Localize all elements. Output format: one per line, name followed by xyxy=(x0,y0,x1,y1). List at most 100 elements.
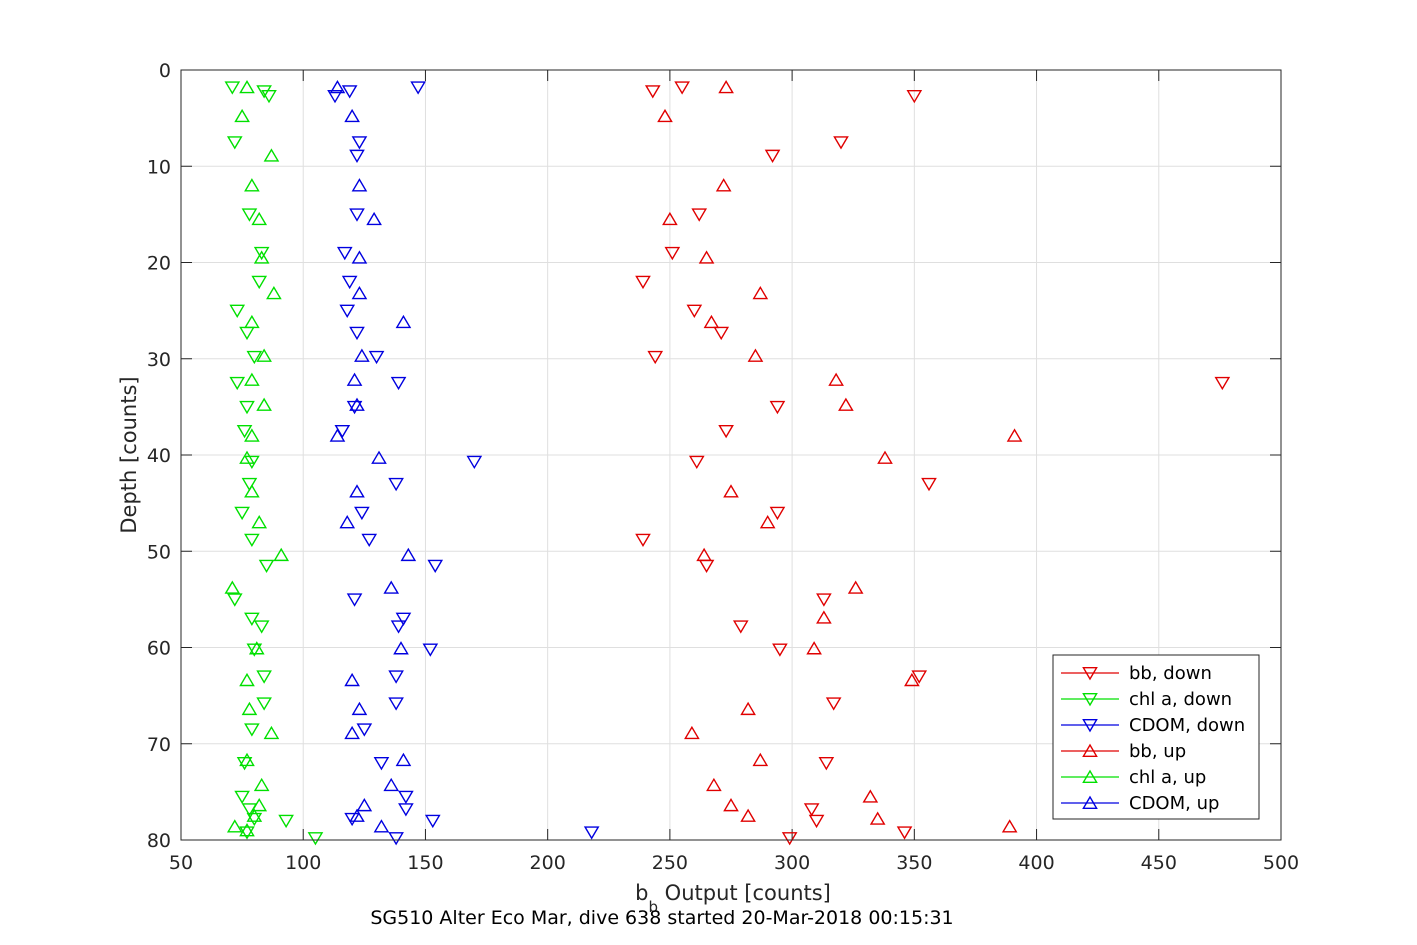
data-point-chl-a-up xyxy=(251,515,268,529)
data-point-chl-a-down xyxy=(246,812,263,827)
data-point-cdom-down xyxy=(398,790,414,805)
data-point-chl-a-down xyxy=(278,814,294,829)
data-point-chl-a-down xyxy=(234,790,250,805)
y-tick-label: 80 xyxy=(147,830,171,852)
data-point-chl-a-down xyxy=(226,593,243,607)
x-tick-labels: 50 100 150 200 250 300 350 400 450 500 xyxy=(169,852,1299,874)
legend-entry: CDOM, up xyxy=(1061,793,1219,814)
x-axis-label-main: b xyxy=(635,881,648,905)
data-point-cdom-up xyxy=(395,752,412,767)
data-point-cdom-down xyxy=(354,506,370,521)
data-point-bb-up xyxy=(869,811,886,825)
data-point-cdom-down xyxy=(349,149,365,163)
data-point-cdom-up xyxy=(400,547,417,562)
data-point-cdom-down xyxy=(346,400,363,415)
data-point-bb-up xyxy=(698,250,715,264)
data-point-cdom-down xyxy=(388,697,404,711)
legend-entry: chl a, up xyxy=(1061,767,1206,788)
data-point-chl-a-down xyxy=(244,723,260,737)
data-point-chl-a-up xyxy=(246,808,263,822)
data-point-chl-a-up xyxy=(263,725,280,740)
data-point-cdom-down xyxy=(422,643,439,657)
data-point-bb-down xyxy=(816,593,832,607)
legend-label: bb, down xyxy=(1129,663,1212,684)
x-tick-label: 200 xyxy=(530,852,566,874)
data-point-bb-up xyxy=(703,314,720,329)
y-tick-labels: 0 10 20 30 40 50 60 70 80 xyxy=(147,60,171,852)
data-point-bb-up xyxy=(752,752,769,767)
data-point-cdom-up xyxy=(349,484,365,498)
data-point-bb-down xyxy=(921,477,937,492)
data-point-chl-a-down xyxy=(256,697,272,711)
data-point-cdom-down xyxy=(427,559,444,574)
data-point-cdom-up xyxy=(349,808,365,822)
data-point-chl-a-up xyxy=(248,641,265,655)
data-point-chl-a-down xyxy=(229,304,246,318)
legend-marker xyxy=(1082,743,1098,757)
data-point-chl-a-down xyxy=(251,275,268,290)
data-point-chl-a-down xyxy=(244,612,260,626)
data-point-bb-up xyxy=(706,777,722,792)
data-point-bb-down xyxy=(803,803,820,817)
data-point-cdom-up xyxy=(393,641,409,655)
data-point-bb-down xyxy=(644,85,661,99)
data-point-bb-up xyxy=(684,725,700,740)
data-point-cdom-up xyxy=(329,428,346,442)
x-tick-label: 400 xyxy=(1018,852,1054,874)
data-point-bb-up xyxy=(740,808,756,822)
data-point-chl-a-down xyxy=(307,832,324,846)
data-point-bb-up xyxy=(657,108,673,123)
data-point-bb-up xyxy=(715,178,732,192)
x-tick-label: 350 xyxy=(896,852,932,874)
data-point-bb-down xyxy=(647,350,664,365)
data-point-chl-a-down xyxy=(256,670,272,684)
data-point-chl-a-down xyxy=(246,350,263,365)
data-point-chl-a-up xyxy=(224,580,241,594)
data-point-bb-down xyxy=(896,826,913,840)
data-point-chl-a-up xyxy=(239,823,255,837)
data-point-chl-a-up xyxy=(263,148,280,162)
x-axis-label: bb Output [counts] xyxy=(635,881,831,916)
legend-box xyxy=(1052,654,1260,820)
x-tick-label: 150 xyxy=(407,852,443,874)
data-point-cdom-down xyxy=(327,90,343,104)
data-point-cdom-down xyxy=(339,304,356,318)
data-point-chl-a-down xyxy=(226,136,243,150)
x-tick-label: 450 xyxy=(1141,852,1177,874)
data-point-chl-a-up xyxy=(244,484,260,498)
data-point-bb-up xyxy=(723,798,739,812)
data-point-chl-a-down xyxy=(246,643,263,657)
legend-label: CDOM, down xyxy=(1129,715,1245,736)
data-point-chl-a-down xyxy=(236,424,253,439)
data-point-chl-a-down xyxy=(229,376,246,391)
data-point-cdom-up xyxy=(351,701,368,716)
legend: bb, down chl a, down CDOM, down bb, up chl a… xyxy=(1052,654,1260,820)
data-point-chl-a-up xyxy=(244,428,260,442)
data-point-cdom-up xyxy=(344,725,360,740)
x-tick-label: 500 xyxy=(1263,852,1299,874)
data-point-chl-a-up xyxy=(251,211,268,226)
figure-footer: SG510 Alter Eco Mar, dive 638 started 20… xyxy=(370,907,953,929)
data-point-cdom-up xyxy=(366,211,382,226)
y-tick-label: 40 xyxy=(147,445,171,467)
plot-frame xyxy=(180,69,1282,841)
legend-entry: chl a, down xyxy=(1061,689,1232,710)
data-point-cdom-down xyxy=(373,757,390,771)
data-point-chl-a-up xyxy=(256,348,272,362)
data-point-bb-down xyxy=(781,832,798,846)
data-point-bb-down xyxy=(808,814,825,829)
x-tick-label: 300 xyxy=(774,852,810,874)
data-point-bb-down xyxy=(718,424,734,439)
data-point-cdom-down xyxy=(361,533,378,548)
data-point-bb-down xyxy=(911,670,928,684)
data-point-bb-up xyxy=(904,672,920,687)
data-point-cdom-up xyxy=(351,178,368,192)
data-point-chl-a-down xyxy=(253,620,270,634)
data-point-cdom-up xyxy=(349,397,365,411)
data-point-chl-a-up xyxy=(241,701,258,716)
data-point-cdom-down xyxy=(390,376,407,391)
data-point-bb-up xyxy=(696,547,712,562)
data-point-chl-a-up xyxy=(239,752,255,767)
data-point-cdom-up xyxy=(339,515,356,529)
data-point-chl-a-up xyxy=(239,80,255,94)
